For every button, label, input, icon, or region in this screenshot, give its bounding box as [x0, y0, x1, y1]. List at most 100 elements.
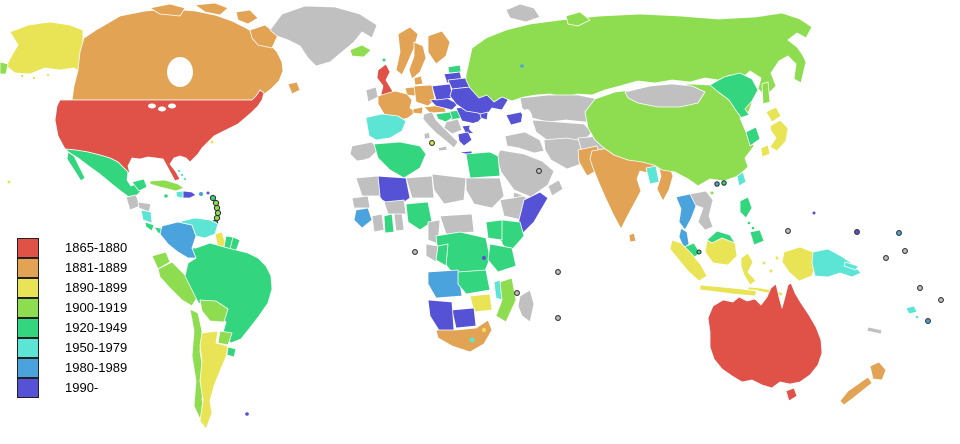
- great-lakes: [168, 103, 176, 109]
- region-norway: [395, 26, 419, 76]
- region-portugal: [359, 117, 370, 137]
- region-moluccas: [775, 256, 779, 260]
- region-south-korea: [745, 126, 761, 147]
- legend-swatch: [17, 337, 39, 358]
- legend-item: 1865-1880: [17, 237, 128, 258]
- legend-swatch: [17, 257, 39, 278]
- legend-item: 1950-1979: [17, 337, 128, 358]
- region-serbia-bosnia: [443, 118, 463, 135]
- region-canada: [71, 8, 284, 101]
- great-lakes: [148, 103, 156, 109]
- region-madagascar: [517, 289, 535, 323]
- region-switzerland: [412, 106, 424, 115]
- region-libya: [427, 149, 469, 181]
- legend-swatch: [17, 317, 39, 338]
- region-niger: [405, 175, 435, 199]
- region-nicaragua: [140, 209, 153, 224]
- region-angola: [427, 269, 463, 299]
- marker-singapore: [696, 249, 702, 255]
- region-costa-rica: [144, 221, 155, 232]
- region-novaya-zemlya: [565, 11, 591, 27]
- region-sulawesi: [740, 252, 757, 286]
- region-philippines-luzon: [739, 196, 753, 219]
- region-west-papua: [781, 246, 817, 282]
- region-indochina: [689, 190, 714, 231]
- map-legend: 1865-1880 1881-1889 1890-1899 1900-1919 …: [17, 237, 128, 398]
- region-japan-hokkaido: [765, 106, 782, 123]
- region-gabon: [425, 243, 439, 263]
- marker-moscow: [520, 64, 524, 68]
- region-peru: [157, 261, 199, 307]
- region-saudi: [496, 149, 555, 198]
- region-uganda: [485, 219, 503, 241]
- region-taiwan: [736, 171, 747, 187]
- region-botswana: [451, 307, 477, 329]
- marker-antilles: [213, 214, 221, 222]
- region-togo-benin: [393, 212, 405, 232]
- region-thailand: [675, 193, 697, 231]
- region-tasmania: [785, 387, 798, 402]
- region-jamaica: [164, 194, 168, 198]
- marker-marshall: [854, 229, 860, 235]
- legend-swatch: [17, 357, 39, 378]
- region-ivory-coast: [371, 213, 385, 233]
- great-lakes: [158, 106, 166, 112]
- marker-kiribati: [896, 230, 902, 236]
- region-uruguay: [226, 346, 237, 358]
- legend-item: 1920-1949: [17, 317, 128, 338]
- legend-label: 1980-1989: [65, 360, 128, 375]
- hudson-bay: [167, 57, 193, 87]
- region-sudan: [465, 177, 505, 209]
- region-aleutians: [32, 76, 36, 80]
- region-sweden: [408, 41, 427, 80]
- region-oman: [547, 179, 564, 197]
- region-croatia-slovenia: [435, 111, 453, 123]
- region-aleutians: [46, 73, 50, 77]
- region-zimbabwe: [469, 293, 493, 313]
- legend-item: 1881-1889: [17, 257, 127, 278]
- region-china: [584, 83, 756, 187]
- marker-nauru: [883, 255, 889, 261]
- marker-micronesia: [785, 228, 791, 234]
- region-manchuria: [709, 72, 759, 122]
- region-yucatan: [131, 178, 148, 192]
- region-mongolia: [624, 83, 706, 108]
- region-bahamas: [180, 173, 184, 177]
- region-bolivia: [199, 299, 229, 323]
- marker-guam: [812, 211, 816, 215]
- legend-item: 1890-1899: [17, 277, 127, 298]
- legend-label: 1865-1880: [65, 240, 128, 255]
- region-sri-lanka: [628, 232, 637, 243]
- region-finland: [427, 30, 451, 65]
- marker-sao-tome: [412, 249, 418, 255]
- region-senegal: [351, 195, 371, 209]
- legend-label: 1950-1979: [65, 340, 128, 355]
- region-car: [439, 213, 475, 235]
- region-usa: [54, 89, 265, 182]
- region-swaziland: [482, 328, 486, 332]
- region-sakhalin: [761, 81, 771, 105]
- region-moluccas: [762, 261, 766, 265]
- marker-falkland: [245, 412, 249, 416]
- region-aleutians: [20, 74, 24, 78]
- region-hainan: [710, 191, 714, 195]
- region-south-africa: [435, 319, 493, 353]
- region-italy: [422, 111, 459, 149]
- marker-comoros: [514, 290, 520, 296]
- region-chad: [431, 173, 467, 205]
- region-haiti: [175, 190, 184, 199]
- legend-label: 1920-1949: [65, 320, 128, 335]
- region-canada-arctic: [149, 3, 186, 17]
- region-argentina: [199, 330, 229, 430]
- marker-seychelles: [555, 269, 561, 275]
- region-ghana: [383, 213, 395, 234]
- region-puerto-rico: [199, 192, 203, 196]
- region-iceland: [349, 44, 372, 58]
- region-canada-arctic: [194, 2, 229, 16]
- legend-swatch: [17, 237, 39, 258]
- region-bahamas: [183, 177, 187, 181]
- region-svalbard: [505, 3, 541, 23]
- region-mozambique: [495, 277, 517, 323]
